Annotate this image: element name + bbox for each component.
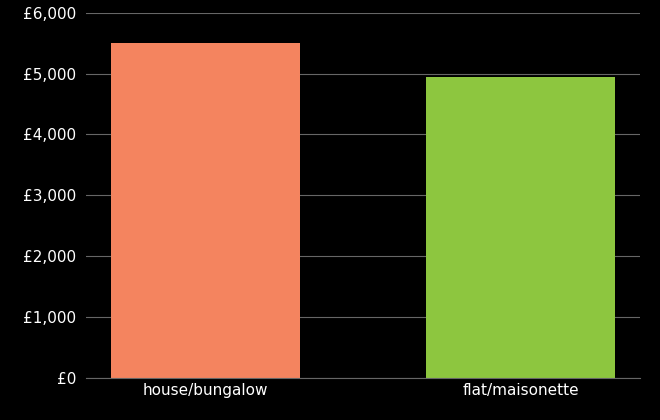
Bar — [426, 76, 615, 378]
Bar — [111, 43, 300, 378]
